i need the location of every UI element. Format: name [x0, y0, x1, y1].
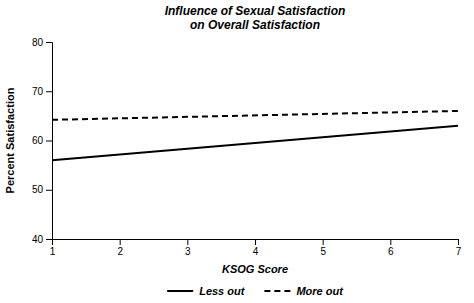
legend: Less out More out [167, 285, 344, 297]
axis-line [53, 240, 459, 246]
tick-label: 2 [117, 246, 123, 257]
x-axis-title: KSOG Score [222, 263, 288, 275]
tick-mark [323, 239, 324, 245]
legend-item: More out [264, 285, 344, 297]
tick-mark [458, 239, 459, 245]
y-axis-title: Percent Satisfaction [4, 87, 16, 193]
tick-label: 70 [32, 86, 44, 97]
tick-mark [46, 91, 52, 92]
tick: 60 [32, 135, 52, 146]
tick-label: 4 [253, 246, 259, 257]
tick: 4 [253, 239, 259, 257]
plot-area: 1 2 3 4 5 6 7 40 50 60 70 80 [32, 37, 462, 257]
chart: 1 2 3 4 5 6 7 40 50 60 70 80 Influence of Sexual Sat… [0, 0, 474, 303]
legend-label: More out [296, 285, 344, 297]
tick-mark [46, 239, 52, 240]
series-line [52, 126, 458, 160]
tick-mark [390, 239, 391, 245]
legend-item: Less out [167, 285, 246, 297]
tick: 5 [320, 239, 326, 257]
tick: 70 [32, 86, 52, 97]
legend-label: Less out [199, 285, 246, 297]
tick: 3 [185, 239, 191, 257]
tick-label: 3 [185, 246, 191, 257]
tick-label: 40 [32, 234, 44, 245]
tick: 80 [32, 37, 52, 48]
tick: 40 [32, 234, 52, 245]
x-axis: 1 2 3 4 5 6 7 [50, 239, 462, 257]
tick-label: 7 [456, 246, 462, 257]
lines [52, 111, 458, 160]
title: Influence of Sexual Satisfactionon Overa… [165, 4, 346, 32]
tick: 7 [456, 239, 462, 257]
tick-mark [46, 141, 52, 142]
series-line [52, 111, 458, 120]
tick-label: 50 [32, 184, 44, 195]
tick-mark [187, 239, 188, 245]
tick-label: 6 [388, 246, 394, 257]
tick: 6 [388, 239, 394, 257]
tick-mark [46, 42, 52, 43]
tick-label: 80 [32, 37, 44, 48]
tick-label: 1 [50, 246, 56, 257]
tick-label: 60 [32, 135, 44, 146]
y-axis: 40 50 60 70 80 [32, 37, 53, 245]
tick-mark [255, 239, 256, 245]
axis-line [46, 43, 53, 240]
tick: 2 [117, 239, 123, 257]
tick: 50 [32, 184, 52, 195]
tick-mark [120, 239, 121, 245]
tick-label: 5 [320, 246, 326, 257]
tick: 1 [50, 239, 56, 257]
legend-swatch [167, 290, 193, 292]
legend-swatch [264, 290, 290, 292]
tick-mark [46, 190, 52, 191]
